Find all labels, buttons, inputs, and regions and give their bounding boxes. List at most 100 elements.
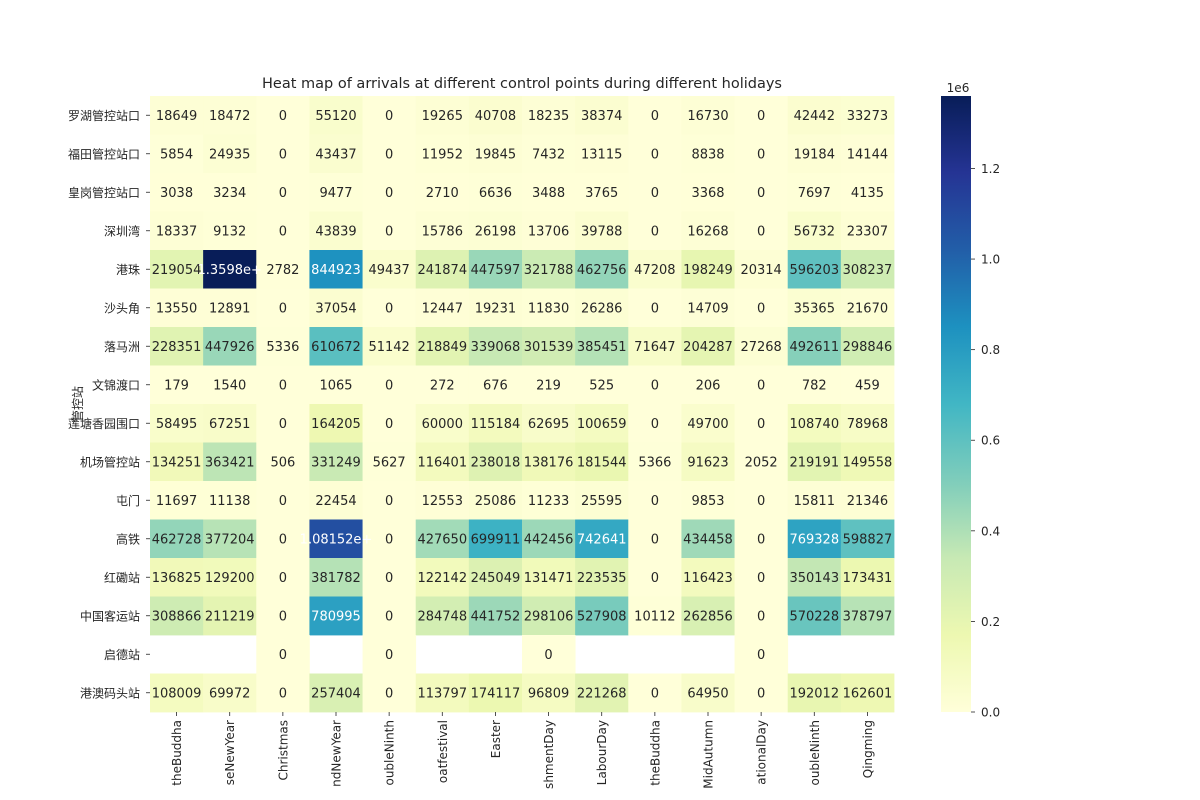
cell-value-label: 272 — [430, 378, 455, 393]
cell-value-label: 0 — [385, 378, 393, 393]
cell-value-label: 12447 — [422, 301, 463, 316]
heatmap-cell — [362, 96, 417, 135]
cell-value-label: 18472 — [209, 109, 250, 124]
heatmap-cell — [203, 134, 257, 174]
heatmap-cell — [522, 519, 576, 559]
heatmap-cell — [734, 442, 789, 482]
heatmap-cell — [681, 481, 735, 520]
heatmap-cell — [256, 211, 310, 251]
cell-value-label: 257404 — [311, 686, 361, 701]
heatmap-cell — [628, 404, 682, 443]
colorbar — [941, 96, 971, 712]
heatmap-cell — [575, 250, 629, 289]
cell-value-label: 0 — [279, 609, 287, 624]
cell-value-label: 40708 — [475, 109, 516, 124]
heatmap-cell — [734, 404, 789, 443]
heatmap-cell — [787, 327, 842, 366]
cell-value-label: 0 — [279, 494, 287, 509]
heatmap-cell — [256, 250, 310, 289]
heatmap-cell — [575, 327, 629, 366]
heatmap-cell — [628, 596, 682, 636]
heatmap-cell — [203, 327, 257, 366]
heatmap-cell — [415, 596, 470, 636]
heatmap-cell — [150, 519, 204, 559]
heatmap-cell — [628, 519, 682, 559]
cell-value-label: 27268 — [740, 340, 781, 355]
heatmap-cell — [522, 96, 576, 135]
heatmap-cell — [362, 635, 417, 674]
colorbar-tick-label: 1.2 — [981, 162, 1000, 176]
heatmap-cell — [362, 250, 417, 289]
cell-value-label: 0 — [651, 224, 659, 239]
heatmap-cell — [575, 211, 629, 251]
heatmap-cell — [468, 134, 523, 174]
heatmap-cell — [787, 558, 842, 597]
y-tick-label: 中国客运站 — [80, 608, 140, 623]
cell-value-label: 13550 — [156, 301, 197, 316]
cell-value-label: 0 — [279, 109, 287, 124]
y-tick-label: 沙头角 — [104, 301, 140, 315]
cell-value-label: 339068 — [471, 340, 521, 355]
cell-value-label: 427650 — [417, 532, 467, 547]
heatmap-cell — [628, 173, 682, 212]
cell-value-label: 9477 — [319, 186, 352, 201]
cell-value-label: 71647 — [634, 340, 675, 355]
heatmap-cell — [309, 250, 363, 289]
colorbar-tick-label: 1.0 — [981, 253, 1000, 267]
colorbar-tick-label: 0.0 — [981, 706, 1000, 720]
cell-value-label: 21670 — [847, 301, 888, 316]
cell-value-label: 21346 — [847, 494, 888, 509]
heatmap-cell — [787, 365, 842, 405]
heatmap-cell — [150, 327, 204, 366]
heatmap-cell — [415, 173, 470, 212]
cell-value-label: 14709 — [687, 301, 728, 316]
y-tick-label: 福田管控站口 — [68, 146, 140, 161]
heatmap-cell — [362, 134, 417, 174]
cell-value-label: 0 — [651, 109, 659, 124]
y-tick-label: 罗湖管控站口 — [68, 108, 140, 123]
heatmap-cell — [415, 134, 470, 174]
heatmap-cell — [734, 558, 789, 597]
cell-value-label: 16730 — [687, 109, 728, 124]
y-tick-label: 高铁 — [116, 531, 140, 546]
heatmap-cell — [309, 442, 363, 482]
cell-value-label: 162601 — [843, 686, 893, 701]
heatmap-cell — [787, 173, 842, 212]
heatmap-cell — [787, 134, 842, 174]
cell-value-label: 262856 — [683, 609, 733, 624]
cell-value-label: 0 — [279, 378, 287, 393]
y-tick-label: 港澳码头站 — [80, 686, 140, 700]
heatmap-cell — [522, 596, 576, 636]
colorbar-ticks: 0.0 0.2 0.4 0.6 0.8 1.0 1.2 — [971, 162, 1000, 720]
cell-value-label: 113797 — [417, 686, 467, 701]
cell-value-label: 0 — [757, 648, 765, 663]
heatmap-cell — [256, 327, 310, 366]
heatmap-cell — [681, 96, 735, 135]
cell-value-label: 0 — [279, 571, 287, 586]
x-tick-label: seNewYear — [223, 720, 237, 785]
cell-value-label: 9132 — [213, 224, 246, 239]
cell-value-label: 321788 — [524, 263, 574, 278]
cell-value-label: 3368 — [691, 186, 724, 201]
heatmap-cell — [681, 596, 735, 636]
cell-value-label: 43437 — [315, 147, 356, 162]
heatmap-cell — [522, 635, 576, 674]
cell-value-label: 3765 — [585, 186, 618, 201]
cell-value-label: 25595 — [581, 494, 622, 509]
cell-value-label: 19231 — [475, 301, 516, 316]
cell-value-label: 49700 — [687, 417, 728, 432]
cell-value-label: 204287 — [683, 340, 733, 355]
heatmap-cell — [203, 288, 257, 328]
cell-value-label: 14144 — [847, 147, 888, 162]
cell-value-label: 219 — [536, 378, 561, 393]
heatmap-cell — [575, 288, 629, 328]
heatmap-cell — [628, 442, 682, 482]
cell-value-label: 24935 — [209, 147, 250, 162]
heatmap-cell — [522, 327, 576, 366]
heatmap-cell — [681, 365, 735, 405]
heatmap-cell — [203, 519, 257, 559]
heatmap-cell — [734, 134, 789, 174]
heatmap-cell — [203, 250, 257, 289]
heatmap-cell — [522, 673, 576, 713]
